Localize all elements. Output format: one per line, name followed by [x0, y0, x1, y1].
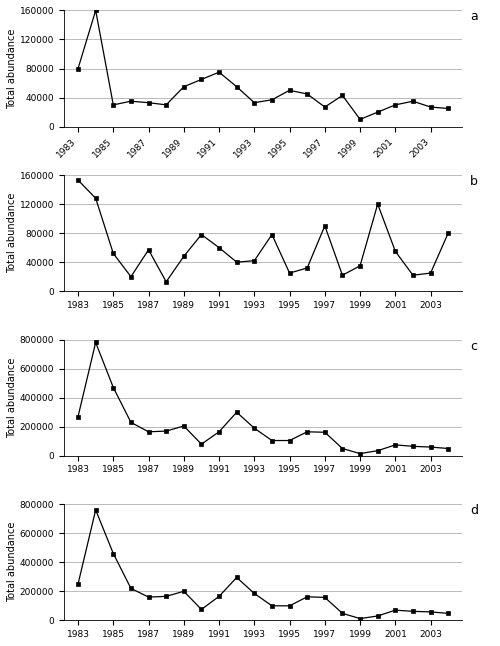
Text: b: b [470, 175, 478, 188]
Text: a: a [470, 10, 478, 23]
Y-axis label: Total abundance: Total abundance [7, 193, 17, 273]
Text: d: d [470, 504, 478, 517]
Y-axis label: Total abundance: Total abundance [7, 522, 17, 603]
Y-axis label: Total abundance: Total abundance [7, 28, 17, 109]
Text: c: c [470, 340, 478, 353]
Y-axis label: Total abundance: Total abundance [7, 357, 17, 438]
